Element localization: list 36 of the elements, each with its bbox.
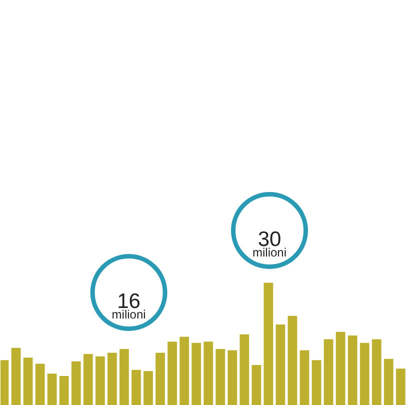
bar [324,339,334,405]
bar [360,342,370,405]
bar [264,282,274,405]
bar [11,348,21,405]
bar [276,324,286,405]
bar [240,334,250,405]
bar [348,336,358,405]
annotation: 16 milioni [112,290,146,322]
text: 30 milioni [252,228,287,260]
bar [384,358,394,405]
bar [23,358,33,405]
bar [0,360,9,405]
bar [59,376,69,405]
bar [204,342,214,405]
bar [300,350,310,405]
bar [228,350,238,405]
bar [180,336,189,405]
bar [47,374,57,405]
bar [336,332,346,405]
bar [95,356,105,405]
bar [83,354,93,405]
bar [132,370,141,405]
bar [71,361,81,405]
bar [144,371,153,405]
bar [372,339,382,405]
bar [396,368,406,405]
bar [156,352,165,405]
bar [252,365,262,405]
bar [192,342,202,405]
bar [107,352,117,405]
bar [168,342,177,405]
bar [35,364,45,405]
bar [120,349,129,405]
bar [312,360,322,405]
bar [216,349,226,405]
bar [288,316,298,405]
